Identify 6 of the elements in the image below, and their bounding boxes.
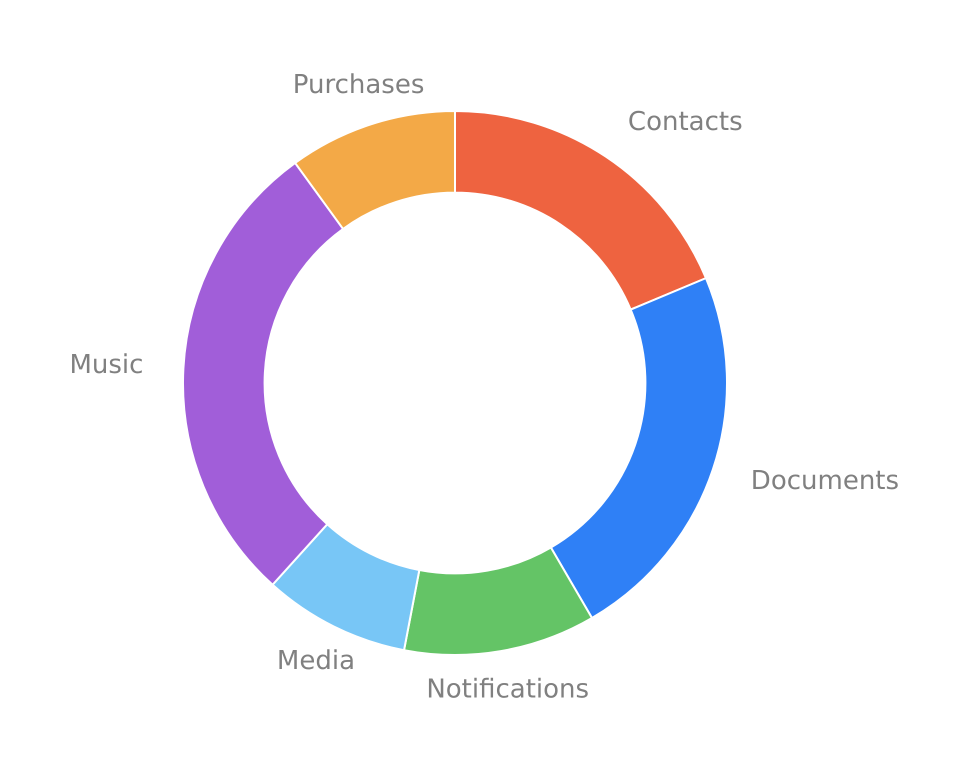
slice-label: Documents xyxy=(750,466,900,496)
slice-label: Contacts xyxy=(628,107,743,138)
slice-label: Media xyxy=(276,646,356,676)
slice-label: Notifications xyxy=(426,674,590,704)
slice-label: Purchases xyxy=(292,70,424,100)
slice-label: Music xyxy=(69,350,144,380)
